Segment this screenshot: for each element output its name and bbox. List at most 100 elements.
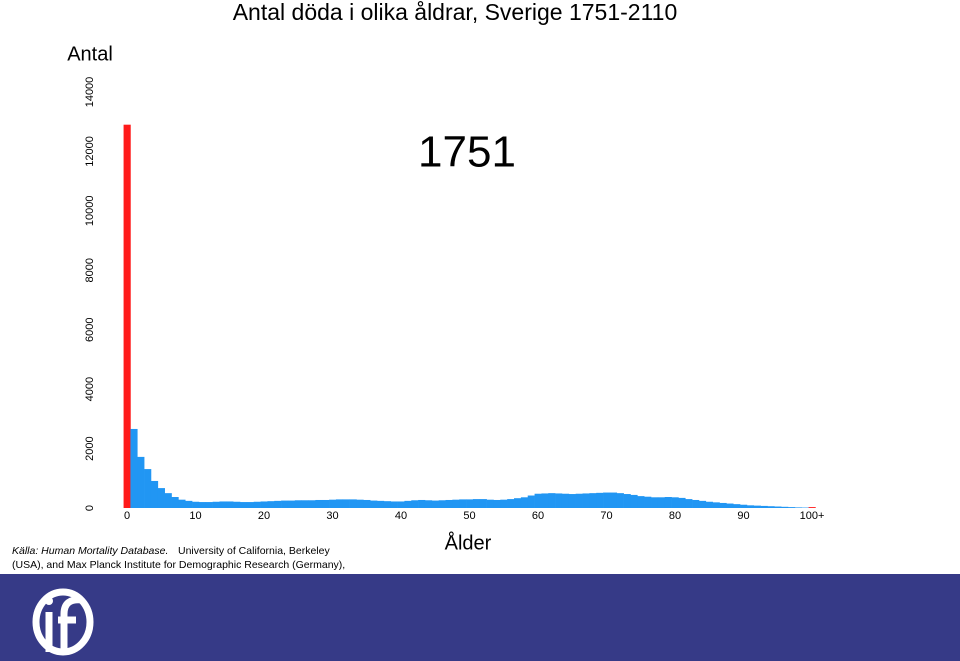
bar	[609, 492, 618, 508]
bar	[719, 502, 727, 508]
source-text: University of California, Berkeley	[178, 545, 330, 557]
x-axis-label: Ålder	[445, 531, 492, 554]
bar	[788, 507, 796, 508]
bar	[397, 501, 405, 508]
bar	[157, 488, 165, 508]
bar	[753, 505, 761, 508]
bar	[712, 502, 720, 508]
bar	[561, 493, 570, 508]
y-tick-label: 6000	[84, 317, 96, 341]
bar	[363, 499, 371, 508]
bar	[315, 499, 323, 508]
bar	[144, 469, 152, 508]
x-tick-label: 0	[124, 510, 130, 522]
bar	[746, 505, 755, 508]
bar	[150, 480, 159, 508]
bar	[383, 501, 392, 508]
x-tick-label: 10	[189, 510, 201, 522]
bar	[171, 497, 179, 508]
bar	[671, 497, 679, 508]
y-tick-label: 0	[84, 505, 96, 511]
bar	[424, 500, 433, 508]
bar	[329, 499, 337, 508]
chart-title: Antal döda i olika åldrar, Sverige 1751-…	[233, 0, 678, 25]
bar	[507, 499, 515, 508]
bar	[418, 499, 426, 508]
annotation: 1751	[418, 128, 516, 177]
bar	[281, 500, 289, 508]
bar	[733, 504, 741, 508]
bar	[452, 499, 460, 508]
x-tick-label: 100+	[800, 510, 825, 522]
y-tick-label: 2000	[84, 436, 96, 460]
bar	[685, 499, 693, 508]
bar	[246, 502, 255, 508]
bar	[582, 493, 590, 508]
x-tick-label: 50	[463, 510, 475, 522]
bar	[226, 501, 234, 508]
bar	[212, 501, 220, 508]
bar	[185, 500, 193, 508]
bar	[178, 499, 186, 508]
bar	[411, 500, 419, 508]
footer-band	[0, 574, 960, 661]
bar	[637, 496, 645, 508]
bar	[534, 493, 542, 508]
bar	[555, 493, 563, 508]
bar	[233, 501, 241, 508]
bar	[370, 500, 378, 508]
bar	[493, 499, 501, 508]
bar	[260, 501, 268, 508]
bar	[548, 493, 556, 508]
bar	[623, 494, 631, 508]
bar	[219, 501, 227, 508]
logo	[32, 588, 94, 656]
bar	[500, 499, 508, 508]
bar	[651, 497, 659, 508]
bar	[466, 499, 474, 508]
y-tick-label: 12000	[84, 136, 96, 167]
bar	[644, 496, 652, 508]
bar	[390, 501, 398, 508]
bar	[445, 499, 453, 508]
x-tick-label: 60	[532, 510, 544, 522]
bar	[514, 498, 522, 508]
bar	[192, 501, 200, 508]
bar	[541, 493, 549, 508]
bar	[356, 499, 364, 508]
bar	[274, 500, 282, 508]
bar	[520, 497, 529, 508]
bar	[705, 501, 713, 508]
bar	[349, 499, 357, 508]
bar	[698, 500, 707, 508]
y-tick-label: 4000	[84, 377, 96, 401]
bar	[589, 493, 597, 508]
x-tick-label: 20	[258, 510, 270, 522]
bar	[808, 507, 816, 508]
bar	[774, 506, 782, 508]
bar	[253, 501, 261, 508]
bar	[404, 500, 412, 508]
bar	[137, 456, 145, 508]
bar	[479, 499, 487, 508]
bar	[575, 493, 583, 508]
y-tick-label: 8000	[84, 258, 96, 282]
bar	[287, 500, 296, 508]
bar	[781, 506, 789, 508]
bar	[678, 497, 686, 508]
x-tick-label: 90	[737, 510, 749, 522]
bar	[630, 494, 638, 508]
bar	[767, 506, 775, 508]
bar	[377, 500, 385, 508]
x-tick-label: 40	[395, 510, 407, 522]
bar	[527, 495, 535, 508]
bar	[486, 499, 494, 508]
bar	[301, 500, 309, 508]
bar	[205, 502, 213, 508]
bar	[472, 499, 481, 508]
logo	[45, 597, 53, 605]
bar	[342, 499, 350, 508]
bar	[459, 499, 467, 508]
bar	[198, 502, 207, 508]
x-tick-label: 80	[669, 510, 681, 522]
